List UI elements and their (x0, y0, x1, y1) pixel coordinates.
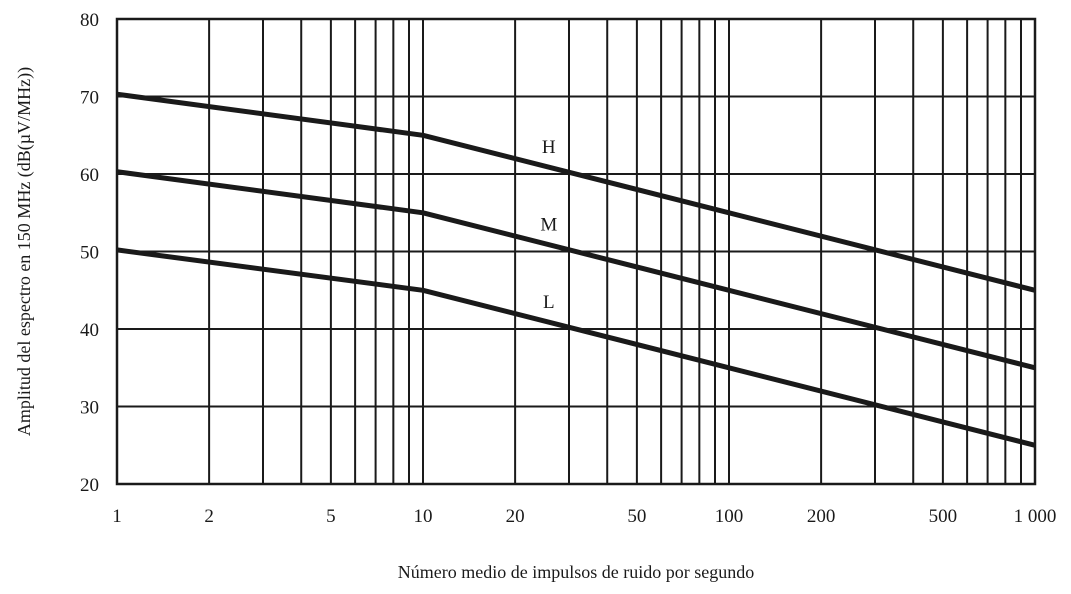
series-labels: H M L (540, 137, 557, 313)
y-tick-label: 40 (80, 320, 99, 341)
x-tick-label: 200 (807, 506, 836, 527)
x-tick-label: 20 (506, 506, 525, 527)
y-tick-label: 70 (80, 88, 99, 109)
series-label-l: L (543, 292, 555, 313)
series-line-l (116, 247, 1036, 448)
series-label-h: H (542, 137, 556, 158)
x-tick-labels: 1 2 5 10 20 50 100 200 500 1 000 (112, 506, 1056, 527)
x-tick-label: 5 (326, 506, 336, 527)
y-axis-title: Amplitud del espectro en 150 MHz (dB(µV/… (14, 67, 35, 436)
x-tick-label: 50 (627, 506, 646, 527)
x-tick-label: 10 (414, 506, 433, 527)
series-label-m: M (540, 214, 557, 235)
y-tick-label: 50 (80, 243, 99, 264)
x-tick-label: 500 (929, 506, 958, 527)
y-tick-labels: 20 30 40 50 60 70 80 (80, 10, 99, 496)
x-tick-label: 1 (112, 506, 122, 527)
plot-frame (115, 17, 1037, 486)
x-axis-title: Número medio de impulsos de ruido por se… (398, 562, 754, 582)
y-tick-label: 60 (80, 165, 99, 186)
series-line-h (116, 91, 1036, 293)
y-tick-label: 20 (80, 475, 99, 496)
series-lines (116, 91, 1036, 448)
x-tick-label: 2 (204, 506, 214, 527)
x-tick-label: 1 000 (1014, 506, 1057, 527)
y-tick-label: 80 (80, 10, 99, 31)
series-line-m (116, 169, 1036, 371)
x-tick-label: 100 (715, 506, 744, 527)
y-tick-label: 30 (80, 398, 99, 419)
